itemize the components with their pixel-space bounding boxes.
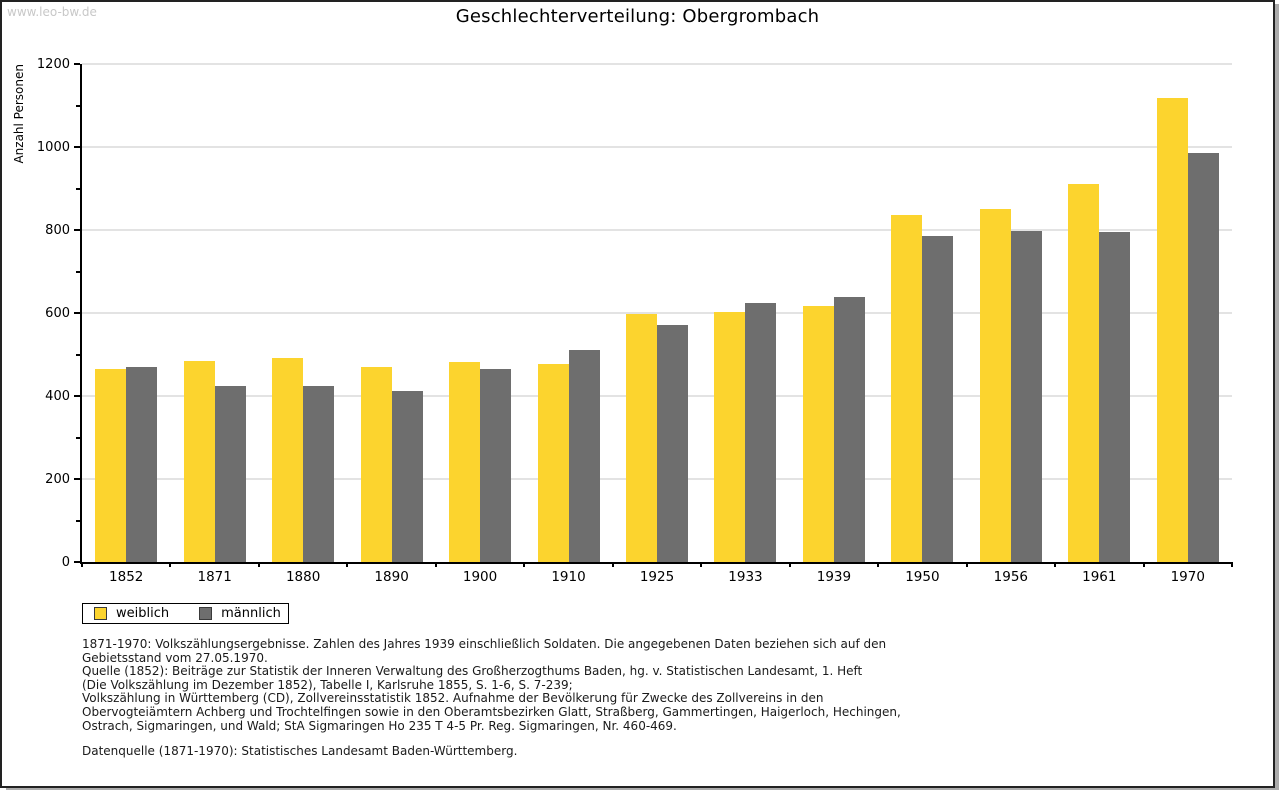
legend-item-maennlich: männlich: [199, 607, 281, 620]
y-tick-500: [76, 353, 80, 356]
x-tick-10: [965, 562, 968, 567]
bar-männlich-1880: [303, 385, 335, 562]
data-source-line: Datenquelle (1871-1970): Statistisches L…: [82, 744, 518, 758]
bar-weiblich-1852: [95, 369, 127, 562]
footnote-line: Volkszählung in Württemberg (CD), Zollve…: [82, 691, 824, 706]
y-tick-label-1200: 1200: [36, 56, 70, 72]
bar-männlich-1910: [568, 350, 600, 562]
bar-weiblich-1933: [714, 312, 746, 562]
y-tick-label-200: 200: [45, 471, 70, 487]
bar-weiblich-1890: [360, 366, 392, 562]
footnote-line: Ostrach, Sigmaringen, und Wald; StA Sigm…: [82, 718, 677, 733]
y-tick-600: [74, 312, 80, 314]
bar-männlich-1933: [745, 302, 777, 562]
watermark: www.leo-bw.de: [7, 5, 97, 19]
footnote-line: (Die Volkszählung im Dezember 1852), Tab…: [82, 677, 573, 692]
bar-männlich-1890: [391, 390, 423, 562]
gridline-800: [82, 229, 1232, 231]
bar-weiblich-1871: [183, 360, 215, 562]
bar-weiblich-1880: [272, 357, 304, 562]
y-tick-label-0: 0: [61, 554, 70, 570]
y-tick-label-600: 600: [45, 305, 70, 321]
y-tick-label-800: 800: [45, 222, 70, 238]
y-tick-label-1000: 1000: [36, 139, 70, 155]
y-tick-900: [76, 187, 80, 190]
bar-männlich-1925: [657, 325, 688, 562]
x-tick-8: [788, 562, 791, 567]
legend-item-weiblich: weiblich: [94, 607, 169, 620]
y-axis-line: [80, 64, 82, 562]
x-tick-5: [523, 562, 526, 567]
y-tick-0: [74, 561, 80, 563]
x-label-1871: 1871: [197, 569, 232, 585]
x-tick-12: [1142, 562, 1145, 567]
x-tick-7: [700, 562, 703, 567]
x-label-1925: 1925: [639, 569, 675, 585]
y-tick-1100: [76, 104, 80, 107]
gridline-600: [82, 312, 1232, 314]
x-label-1880: 1880: [285, 569, 321, 585]
bar-männlich-1871: [214, 385, 246, 562]
legend-label-maennlich: männlich: [221, 606, 281, 621]
plot-area: 0 200 400 600 800 1000 1200 1852 1871 1880 1890 190…: [37, 57, 1233, 585]
x-tick-9: [877, 562, 880, 567]
x-label-1970: 1970: [1170, 569, 1205, 585]
y-tick-100: [76, 519, 80, 522]
y-tick-200: [74, 478, 80, 480]
legend-label-weiblich: weiblich: [116, 606, 170, 621]
x-label-1956: 1956: [993, 569, 1029, 585]
x-label-1890: 1890: [374, 569, 409, 585]
bar-männlich-1961: [1099, 232, 1131, 562]
bar-weiblich-1961: [1068, 183, 1100, 562]
y-tick-300: [76, 436, 80, 439]
legend-swatch-weiblich: [94, 607, 107, 620]
x-axis-line: [80, 562, 1232, 564]
bar-männlich-1950: [922, 236, 954, 562]
x-tick-2: [257, 562, 260, 567]
legend: weiblich männlich: [82, 603, 289, 624]
bar-weiblich-1970: [1156, 98, 1188, 562]
y-tick-1200: [74, 63, 80, 65]
footnote-block: 1871-1970: Volkszählungsergebnisse. Zahl…: [82, 637, 901, 733]
bar-weiblich-1910: [537, 363, 569, 562]
x-label-1900: 1900: [462, 569, 498, 585]
footnote-line: Gebietsstand vom 27.05.1970.: [82, 650, 268, 665]
bar-männlich-1852: [126, 367, 158, 562]
gridline-1000: [82, 146, 1232, 148]
bar-weiblich-1950: [891, 215, 923, 562]
x-tick-0: [81, 562, 83, 567]
gridline-1200: [82, 63, 1232, 65]
y-tick-700: [76, 270, 80, 273]
bar-weiblich-1925: [626, 314, 657, 562]
x-label-1933: 1933: [728, 569, 763, 585]
bar-weiblich-1956: [979, 208, 1011, 562]
chart-title: Geschlechterverteilung: Obergrombach: [455, 6, 820, 27]
y-tick-label-400: 400: [45, 388, 70, 404]
bar-männlich-1900: [480, 368, 512, 562]
y-tick-400: [74, 395, 80, 397]
bar-weiblich-1900: [449, 361, 481, 562]
bar-weiblich-1939: [802, 306, 834, 562]
x-label-1852: 1852: [109, 569, 144, 585]
x-label-1961: 1961: [1082, 569, 1117, 585]
bar-männlich-1956: [1010, 231, 1042, 562]
x-label-1950: 1950: [905, 569, 940, 585]
footnote-line: Quelle (1852): Beiträge zur Statistik de…: [82, 664, 863, 679]
legend-swatch-maennlich: [199, 607, 213, 620]
x-tick-13: [1231, 562, 1233, 567]
bar-männlich-1970: [1187, 152, 1219, 562]
footnote-line: Obervogteiämtern Achberg und Trochtelfin…: [82, 704, 901, 719]
x-tick-1: [169, 562, 172, 567]
x-label-1910: 1910: [551, 569, 586, 585]
x-tick-11: [1054, 562, 1057, 567]
footnote-line: 1871-1970: Volkszählungsergebnisse. Zahl…: [82, 637, 887, 651]
x-tick-3: [346, 562, 349, 567]
x-tick-4: [434, 562, 437, 567]
x-tick-6: [611, 562, 614, 567]
bar-männlich-1939: [833, 296, 865, 562]
y-tick-1000: [74, 146, 80, 148]
y-tick-800: [74, 229, 80, 231]
x-label-1939: 1939: [816, 569, 852, 585]
